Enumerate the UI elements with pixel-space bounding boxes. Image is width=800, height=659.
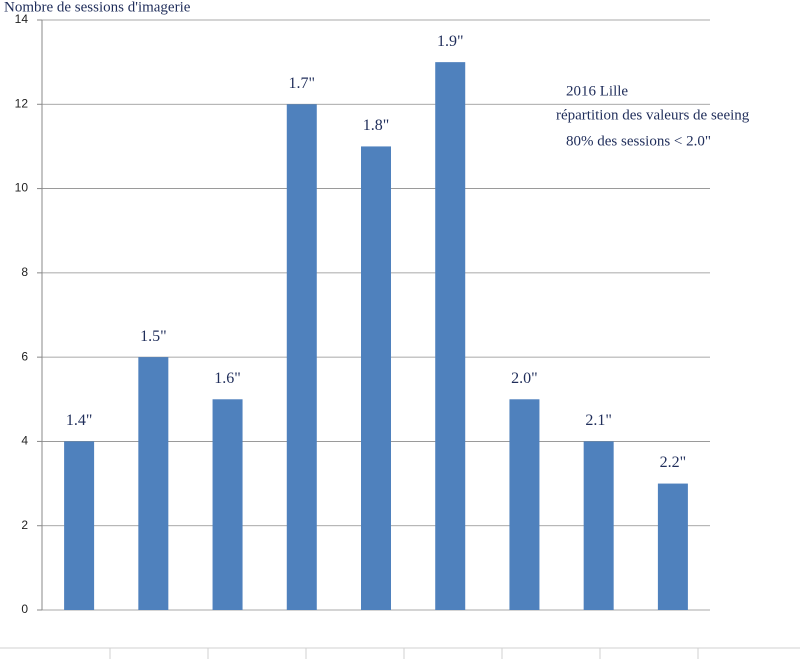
- category-label: 1.7": [289, 75, 316, 92]
- y-axis-title: Nombre de sessions d'imagerie: [4, 0, 191, 15]
- bar: [286, 104, 317, 611]
- category-label: 2.1": [585, 412, 612, 429]
- bar: [361, 146, 391, 610]
- category-label: 1.6": [214, 370, 241, 387]
- bar: [138, 357, 169, 610]
- y-tick-label: 12: [15, 96, 29, 110]
- bar: [583, 441, 614, 610]
- annotation: 80% des sessions < 2.0": [566, 133, 711, 149]
- y-tick-label: 0: [21, 602, 28, 616]
- annotation: 2016 Lille: [566, 83, 628, 99]
- category-label: 2.0": [511, 370, 538, 387]
- bar: [509, 399, 540, 610]
- y-tick-label: 4: [21, 434, 28, 448]
- category-label: 1.4": [66, 412, 93, 429]
- bar: [657, 483, 688, 610]
- bar: [212, 399, 243, 610]
- sheet-cells: [0, 647, 800, 659]
- y-tick-label: 6: [21, 349, 28, 363]
- bar: [435, 62, 466, 610]
- category-label: 2.2": [660, 454, 687, 471]
- y-tick-label: 2: [21, 518, 28, 532]
- y-tick-label: 14: [15, 12, 29, 26]
- bar: [64, 441, 95, 610]
- category-label: 1.8": [363, 117, 390, 134]
- category-label: 1.9": [437, 33, 464, 50]
- y-tick-label: 10: [15, 181, 29, 195]
- category-label: 1.5": [140, 328, 167, 345]
- y-tick-label: 8: [21, 265, 28, 279]
- annotation: répartition des valeurs de seeing: [556, 107, 750, 123]
